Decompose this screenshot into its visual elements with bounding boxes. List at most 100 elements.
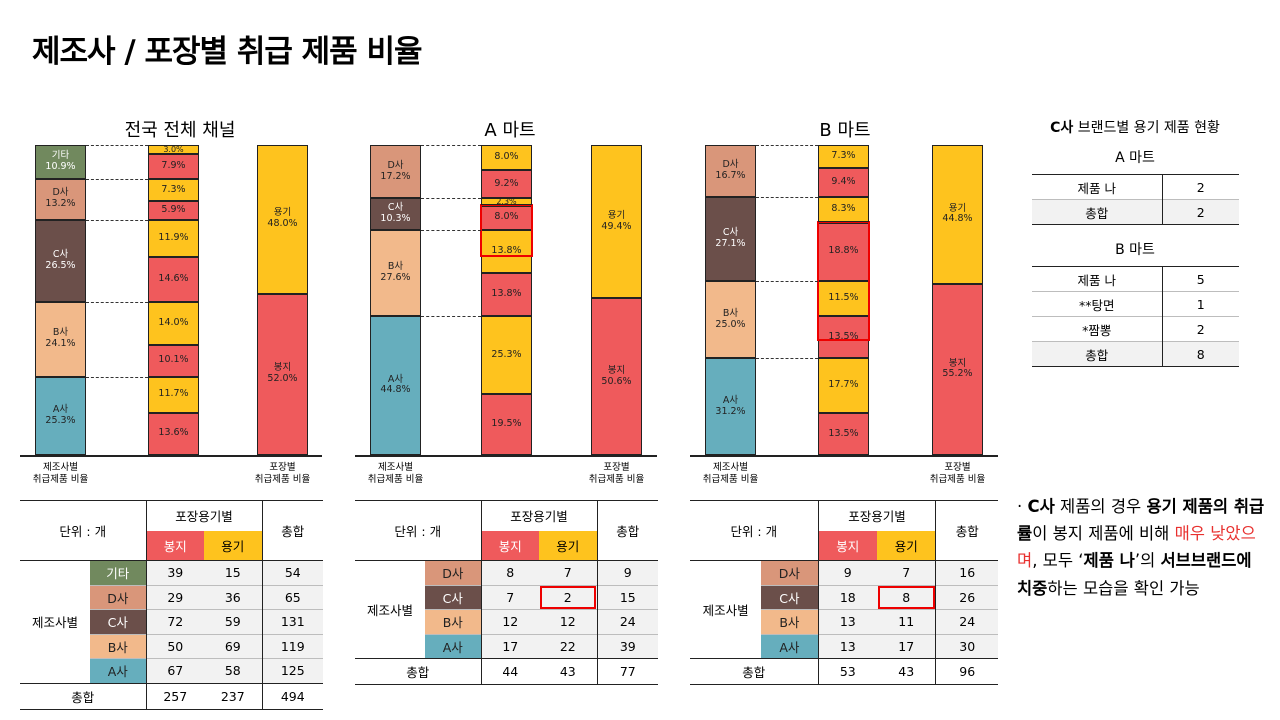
total-header: 총합	[261, 500, 324, 561]
total-header: 총합	[596, 500, 659, 561]
cup-value: 2	[539, 585, 598, 610]
table-row: C사 18 8 26	[690, 585, 998, 610]
side-a-mart-table: 제품 나 2 총합 2	[1032, 174, 1239, 225]
x-axis-line	[355, 455, 657, 457]
pouch-value: 29	[146, 585, 205, 610]
maker-label: C사	[90, 609, 147, 634]
chart-title: 전국 전체 채널	[124, 120, 236, 141]
cup-value: 59	[204, 609, 263, 634]
highlight-box	[817, 220, 870, 342]
total-value: 26	[935, 585, 998, 610]
maker-label: B사	[90, 634, 147, 659]
table-header-row: 단위 : 개 포장용기별 총합	[20, 500, 324, 561]
table-row: 제조사별 D사 8 7 9	[355, 560, 659, 659]
cup-header: 용기	[539, 530, 598, 561]
sum-label: 총합	[690, 658, 819, 685]
pouch-value: 18	[818, 585, 877, 610]
total-value: 39	[596, 634, 659, 659]
bar-segment: 7.9%	[148, 154, 199, 179]
table-row: A사 17 22 39	[355, 634, 659, 659]
count-table: 단위 : 개 포장용기별 총합 봉지 용기 제조사별 D사 8 7 9 C사 7 2 15 B사 12 12 24…	[355, 500, 659, 685]
maker-label: B사	[761, 609, 819, 634]
bar-segment: 25.3%	[481, 315, 532, 395]
bar-segment: D사 16.7%	[705, 145, 756, 197]
sum-cup: 43	[559, 664, 576, 679]
bar-caption: 포장별 취급제품 비율	[588, 462, 645, 485]
total-value: 119	[261, 634, 324, 659]
side-row-value: 2	[1196, 321, 1205, 337]
pouch-header: 봉지	[146, 530, 205, 561]
bar-segment: 14.6%	[148, 256, 199, 302]
table-row: C사 7 2 15	[355, 585, 659, 610]
sum-total: 96	[935, 658, 998, 685]
bar-segment: 7.3%	[818, 145, 869, 168]
side-row: 제품 나 5	[1032, 266, 1239, 292]
total-header: 총합	[935, 500, 998, 561]
bar-segment: 용기 44.8%	[932, 145, 983, 284]
pouch-value: 12	[481, 609, 540, 634]
bar-segment: C사 26.5%	[35, 219, 86, 302]
total-value: 9	[596, 560, 659, 585]
maker-label: C사	[761, 585, 819, 610]
side-total-value: 2	[1196, 204, 1205, 220]
bar-segment: 9.2%	[481, 169, 532, 199]
side-row: **탕면 1	[1032, 291, 1239, 317]
bar-caption: 제조사별 취급제품 비율	[367, 462, 424, 485]
maker-label: C사	[425, 585, 482, 610]
sum-total: 494	[261, 683, 324, 709]
bar-segment: 8.3%	[818, 196, 869, 223]
group-header: 포장용기별	[175, 509, 233, 525]
cup-header: 용기	[877, 530, 936, 561]
table-sum-row: 총합 257 237 494	[20, 683, 324, 709]
connector-line	[421, 198, 481, 200]
table-row: 제조사별 기타 39 15 54	[20, 560, 324, 683]
connector-line	[86, 301, 148, 303]
bar-segment: 봉지 52.0%	[257, 293, 308, 455]
maker-label: D사	[425, 560, 482, 585]
bar-segment: A사 31.2%	[705, 358, 756, 455]
chart-title: A 마트	[484, 120, 536, 141]
bar-segment: 5.9%	[148, 201, 199, 220]
bar-segment: D사 17.2%	[370, 145, 421, 199]
pouch-value: 7	[481, 585, 540, 610]
cup-value: 7	[877, 560, 936, 585]
bar-segment: 3.0%	[148, 145, 199, 155]
total-value: 16	[935, 560, 998, 585]
cup-header: 용기	[204, 530, 263, 561]
page-title: 제조사 / 포장별 취급 제품 비율	[32, 34, 423, 70]
table-sum-row: 총합 44 43 77	[355, 658, 659, 685]
side-total-name: 총합	[1032, 341, 1163, 367]
highlight-box	[480, 203, 533, 258]
table-header-row: 단위 : 개 포장용기별 총합	[690, 500, 998, 561]
connector-line	[86, 145, 148, 146]
bar-segment: 10.1%	[148, 345, 199, 377]
bar-segment: A사 25.3%	[35, 376, 86, 455]
connector-line	[756, 358, 818, 360]
table-subheader-row: 봉지 용기	[355, 530, 659, 561]
side-row: *짬뽕 2	[1032, 316, 1239, 342]
table-row: B사 12 12 24	[355, 609, 659, 634]
maker-label: A사	[761, 634, 819, 659]
pouch-value: 13	[818, 634, 877, 659]
bar-segment: A사 44.8%	[370, 315, 421, 455]
total-value: 65	[261, 585, 324, 610]
table-header-row: 단위 : 개 포장용기별 총합	[355, 500, 659, 561]
group-header: 포장용기별	[848, 509, 906, 525]
sum-cup: 43	[898, 664, 915, 679]
count-table: 단위 : 개 포장용기별 총합 봉지 용기 제조사별 D사 9 7 16 C사 18 8 26 B사 13 11…	[690, 500, 998, 685]
pouch-header: 봉지	[818, 530, 877, 561]
table-row: 제조사별 D사 9 7 16	[690, 560, 998, 659]
total-value: 24	[935, 609, 998, 634]
cup-value: 15	[204, 560, 263, 585]
cup-value: 7	[539, 560, 598, 585]
bar-segment: 9.4%	[818, 167, 869, 197]
unit-label: 단위 : 개	[690, 500, 819, 561]
maker-label: D사	[761, 560, 819, 585]
bar-segment: 봉지 55.2%	[932, 283, 983, 455]
bar-segment: B사 27.6%	[370, 230, 421, 316]
bar-segment: 18.8%	[818, 222, 869, 281]
cup-value: 22	[539, 634, 598, 659]
maker-label: A사	[90, 658, 147, 683]
sum-label: 총합	[355, 658, 482, 685]
bar-caption: 제조사별 취급제품 비율	[32, 462, 89, 485]
